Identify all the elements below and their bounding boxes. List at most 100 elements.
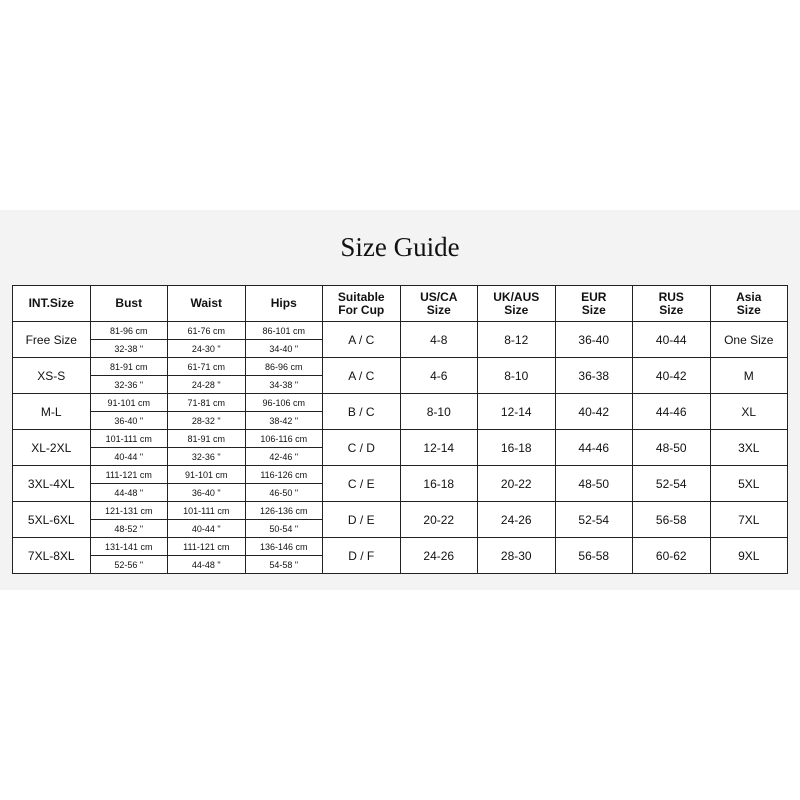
cup-cell: A / C: [322, 321, 401, 358]
cup-cell: C / D: [322, 429, 401, 466]
waist-in-cell: 44-48 ": [167, 555, 246, 574]
column-header: Hips: [244, 285, 323, 322]
waist-cm-cell: 61-76 cm: [167, 321, 246, 340]
table-row: M-L 91-101 cm 71-81 cm 96-106 cm B / C 8-10 12…: [12, 393, 788, 430]
us-cell: 20-22: [399, 501, 478, 538]
us-cell: 4-6: [399, 357, 478, 394]
bust-in-cell: 40-44 ": [89, 447, 168, 466]
int-size-cell: 7XL-8XL: [12, 537, 91, 574]
table-row: 7XL-8XL 131-141 cm 111-121 cm 136-146 cm D /…: [12, 537, 788, 574]
bust-cm-cell: 111-121 cm: [89, 465, 168, 484]
hips-cm-cell: 136-146 cm: [244, 537, 323, 556]
asia-cell: 3XL: [709, 429, 788, 466]
hips-cm-cell: 106-116 cm: [244, 429, 323, 448]
us-cell: 24-26: [399, 537, 478, 574]
header-row: INT.Size Bust Waist Hips Suitable For Cup US/…: [12, 285, 788, 322]
hips-cm-cell: 116-126 cm: [244, 465, 323, 484]
column-header: UK/AUS Size: [477, 285, 556, 322]
uk-cell: 8-10: [477, 357, 556, 394]
column-header: INT.Size: [12, 285, 91, 322]
us-cell: 8-10: [399, 393, 478, 430]
hips-cm-cell: 96-106 cm: [244, 393, 323, 412]
waist-cm-cell: 91-101 cm: [167, 465, 246, 484]
table-row: 3XL-4XL 111-121 cm 91-101 cm 116-126 cm C / …: [12, 465, 788, 502]
waist-in-cell: 40-44 ": [167, 519, 246, 538]
waist-in-cell: 24-28 ": [167, 375, 246, 394]
table-row-inches: 32-38 " 24-30 " 34-40 ": [13, 339, 788, 358]
asia-cell: M: [709, 357, 788, 394]
us-cell: 4-8: [399, 321, 478, 358]
hips-in-cell: 34-40 ": [244, 339, 323, 358]
cup-cell: D / E: [322, 501, 401, 538]
bust-cm-cell: 121-131 cm: [89, 501, 168, 520]
column-header: Asia Size: [709, 285, 788, 322]
asia-cell: 7XL: [709, 501, 788, 538]
table-row-inches: 52-56 " 44-48 " 54-58 ": [13, 555, 788, 574]
bust-in-cell: 32-38 ": [89, 339, 168, 358]
rus-cell: 40-42: [632, 357, 711, 394]
us-cell: 16-18: [399, 465, 478, 502]
uk-cell: 28-30: [477, 537, 556, 574]
eur-cell: 56-58: [554, 537, 633, 574]
hips-in-cell: 38-42 ": [244, 411, 323, 430]
int-size-cell: Free Size: [12, 321, 91, 358]
hips-in-cell: 42-46 ": [244, 447, 323, 466]
cup-cell: A / C: [322, 357, 401, 394]
eur-cell: 48-50: [554, 465, 633, 502]
column-header: Waist: [167, 285, 246, 322]
column-header: Suitable For Cup: [322, 285, 401, 322]
hips-cm-cell: 86-101 cm: [244, 321, 323, 340]
int-size-cell: XS-S: [12, 357, 91, 394]
waist-in-cell: 28-32 ": [167, 411, 246, 430]
table-row-inches: 48-52 " 40-44 " 50-54 ": [13, 519, 788, 538]
asia-cell: XL: [709, 393, 788, 430]
rus-cell: 56-58: [632, 501, 711, 538]
waist-in-cell: 32-36 ": [167, 447, 246, 466]
bust-cm-cell: 81-96 cm: [89, 321, 168, 340]
asia-cell: 9XL: [709, 537, 788, 574]
waist-cm-cell: 101-111 cm: [167, 501, 246, 520]
uk-cell: 8-12: [477, 321, 556, 358]
int-size-cell: XL-2XL: [12, 429, 91, 466]
rus-cell: 52-54: [632, 465, 711, 502]
eur-cell: 40-42: [554, 393, 633, 430]
waist-cm-cell: 71-81 cm: [167, 393, 246, 412]
uk-cell: 12-14: [477, 393, 556, 430]
us-cell: 12-14: [399, 429, 478, 466]
bust-cm-cell: 101-111 cm: [89, 429, 168, 448]
table-row: XS-S 81-91 cm 61-71 cm 86-96 cm A / C 4-6 8-10…: [12, 357, 788, 394]
bust-in-cell: 32-36 ": [89, 375, 168, 394]
bust-in-cell: 52-56 ": [89, 555, 168, 574]
rus-cell: 40-44: [632, 321, 711, 358]
bust-cm-cell: 91-101 cm: [89, 393, 168, 412]
asia-cell: One Size: [709, 321, 788, 358]
rus-cell: 60-62: [632, 537, 711, 574]
cup-cell: C / E: [322, 465, 401, 502]
hips-cm-cell: 126-136 cm: [244, 501, 323, 520]
eur-cell: 36-40: [554, 321, 633, 358]
bust-in-cell: 48-52 ": [89, 519, 168, 538]
waist-in-cell: 24-30 ": [167, 339, 246, 358]
rus-cell: 48-50: [632, 429, 711, 466]
hips-cm-cell: 86-96 cm: [244, 357, 323, 376]
size-table: INT.Size Bust Waist Hips Suitable For Cup US/…: [12, 285, 788, 574]
hips-in-cell: 50-54 ": [244, 519, 323, 538]
bust-cm-cell: 131-141 cm: [89, 537, 168, 556]
column-header: Bust: [89, 285, 168, 322]
waist-cm-cell: 61-71 cm: [167, 357, 246, 376]
eur-cell: 36-38: [554, 357, 633, 394]
int-size-cell: M-L: [12, 393, 91, 430]
asia-cell: 5XL: [709, 465, 788, 502]
column-header: RUS Size: [632, 285, 711, 322]
hips-in-cell: 34-38 ": [244, 375, 323, 394]
uk-cell: 20-22: [477, 465, 556, 502]
bust-cm-cell: 81-91 cm: [89, 357, 168, 376]
rus-cell: 44-46: [632, 393, 711, 430]
page-title: Size Guide: [340, 232, 460, 262]
table-row-inches: 40-44 " 32-36 " 42-46 ": [13, 447, 788, 466]
eur-cell: 44-46: [554, 429, 633, 466]
table-row: 5XL-6XL 121-131 cm 101-111 cm 126-136 cm D /…: [12, 501, 788, 538]
column-header: EUR Size: [554, 285, 633, 322]
